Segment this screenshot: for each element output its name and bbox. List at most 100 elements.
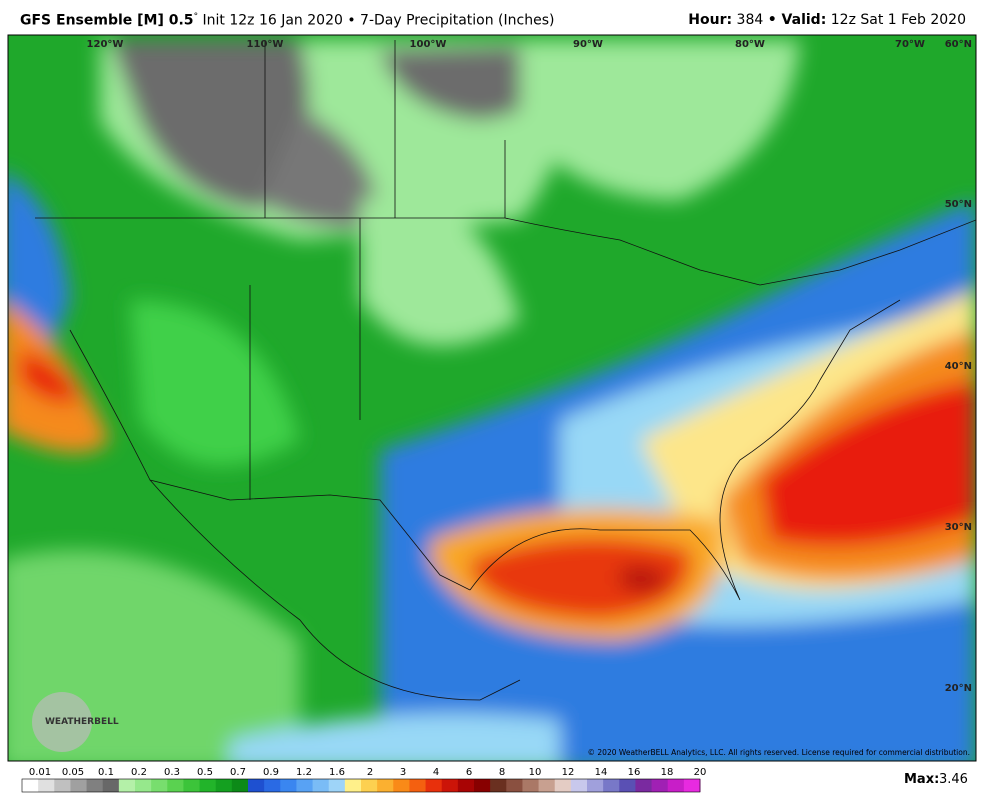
swatch [280,779,297,792]
lat-label: 40°N [945,361,972,372]
header-left: GFS Ensemble [M] 0.5° Init 12z 16 Jan 20… [20,12,554,29]
swatch [344,779,362,792]
colorbar-label: 0.05 [62,767,84,778]
colorbar-label: 10 [529,767,542,778]
colorbar-label: 16 [628,767,641,778]
colorbar-label: 6 [466,767,472,778]
border [249,40,506,500]
swatch [328,779,346,792]
coast [149,479,521,701]
colorbar-label: 18 [661,767,674,778]
colorbar-label: 4 [433,767,439,778]
colorbar-label: 1.6 [329,767,345,778]
swatch [135,779,152,792]
blob [760,380,976,547]
swatch [361,779,378,792]
hour: 384 [736,12,764,28]
colorbar-label: 0.2 [131,767,147,778]
swatch [474,779,491,792]
swatch [425,779,443,792]
map-frame [7,34,977,762]
swatch [651,779,669,792]
colorbar-label: 0.9 [263,767,279,778]
lat-label: 30°N [945,522,972,533]
swatch [570,779,588,792]
colorbar-frame [21,778,701,793]
swatch [102,779,120,792]
colorbar-label: 14 [595,767,608,778]
model: GFS Ensemble [M] 0.5 [20,12,194,29]
swatch [231,779,249,792]
colorbar-label: 8 [499,767,505,778]
swatch [296,779,314,792]
swatch [54,779,71,792]
copyright: © 2020 WeatherBELL Analytics, LLC. All r… [588,748,970,757]
swatch [118,779,136,792]
lon-label: 120°W [87,39,124,50]
blob [470,537,691,620]
lon-label: 80°W [735,39,765,50]
swatch [264,779,281,792]
precip-field [8,35,976,761]
swatch [667,779,685,792]
swatch [490,779,507,792]
swatch [538,779,556,792]
blob [110,40,309,210]
swatch [70,779,88,792]
max-label: Max: [904,772,939,787]
blob [230,713,560,761]
swatch [587,779,604,792]
colorbar-label: 0.1 [98,767,114,778]
swatch [603,779,620,792]
swatch [183,779,201,792]
lon-label: 100°W [410,39,447,50]
logo-globe [32,692,92,752]
lon-label: 70°W [895,39,925,50]
colorbar-label: 0.5 [197,767,213,778]
lon-label: 110°W [247,39,284,50]
swatch [199,779,217,792]
swatch [393,779,410,792]
border [35,217,976,286]
blob [520,40,800,200]
swatch [248,779,265,792]
blob [380,45,560,120]
lat-label: 60°N [945,39,972,50]
swatch [215,779,233,792]
swatch [635,779,653,792]
header-right: Hour: 384 • Valid: 12z Sat 1 Feb 2020 [688,12,966,28]
valid: 12z Sat 1 Feb 2020 [830,12,966,28]
blob [130,300,300,466]
header: GFS Ensemble [M] 0.5° Init 12z 16 Jan 20… [0,0,984,34]
swatch [22,779,39,792]
blobs [8,40,976,761]
colorbar-label: 20 [694,767,707,778]
blob [20,350,80,403]
colorbar-label: 0.01 [29,767,51,778]
swatch [554,779,572,792]
swatch [619,779,636,792]
degree: ° [193,12,199,22]
colorbar-label: 1.2 [296,767,312,778]
swatch [441,779,459,792]
blob [620,566,670,592]
swatch [409,779,427,792]
swatch [312,779,330,792]
lon-label: 90°W [573,39,603,50]
blob [260,110,380,230]
colorbar-label: 0.7 [230,767,246,778]
blob [360,197,520,346]
swatch [457,779,475,792]
swatch [522,779,540,792]
colorbar: 0.01 0.05 0.1 0.2 0.3 0.5 0.7 0.9 1.2 1.6 2 3 4 6 8 10 1… [21,767,707,793]
swatch [38,779,55,792]
swatch [151,779,168,792]
lat-label: 20°N [945,683,972,694]
colorbar-label: 3 [400,767,406,778]
max: 3.46 [939,772,968,787]
lat-label: 50°N [945,199,972,210]
hour-label: Hour: [688,12,733,28]
